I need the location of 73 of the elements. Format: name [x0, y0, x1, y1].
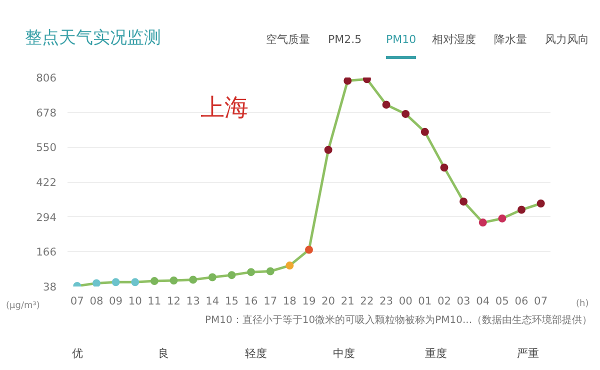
point: [228, 271, 236, 280]
x-tick-label: 16: [244, 294, 258, 308]
text: 上海: [200, 94, 248, 122]
x-tick-label: 12: [166, 294, 181, 308]
x-tick-label: 14: [206, 294, 220, 308]
x-tick-label: 20: [322, 294, 336, 308]
y-tick-label: 806: [36, 72, 57, 84]
x-tick-label: 03: [456, 294, 470, 308]
x-tick-label: 15: [224, 294, 239, 308]
point: [208, 273, 216, 282]
text: 相对湿度: [432, 32, 476, 48]
text: 优: [72, 346, 83, 362]
point: [131, 278, 140, 286]
x-tick-label: 08: [90, 294, 104, 308]
x-tick-label: 10: [128, 294, 142, 308]
text: 中度: [333, 346, 355, 362]
point: [247, 268, 256, 276]
text: PM10：直径小于等于10微米的可吸入颗粒物被称为PM10...（数据由生态环境部提供）: [204, 314, 592, 328]
point: [402, 110, 410, 118]
point: [92, 279, 100, 286]
point: [305, 246, 313, 254]
point: [536, 200, 545, 208]
x-tick-label: 22: [360, 294, 374, 308]
text: 降水量: [494, 32, 527, 48]
x-tick-label: 00: [398, 294, 413, 308]
x-tick-label: 06: [514, 294, 529, 308]
point: [324, 146, 332, 154]
point: [150, 277, 158, 286]
text: PM10: [386, 32, 416, 59]
x-tick-label: 21: [340, 294, 354, 308]
y-tick-label: 422: [36, 176, 57, 189]
point: [478, 218, 487, 227]
y-tick-label: 550: [36, 141, 57, 154]
point: [189, 276, 198, 284]
x-axis-title: (h): [576, 298, 589, 311]
x-tick-label: 01: [418, 294, 432, 308]
x-tick-label: 19: [302, 294, 316, 308]
text: PM2.5: [328, 32, 362, 48]
x-tick-label: 13: [186, 294, 200, 308]
x-tick-label: 11: [148, 294, 162, 308]
point: [420, 128, 429, 136]
x-tick-label: 02: [437, 294, 452, 308]
text: 空气质量: [266, 32, 310, 48]
text: 轻度: [245, 346, 267, 362]
point: [460, 198, 468, 206]
y-axis-title: (μg/m³): [6, 300, 40, 313]
point: [498, 214, 506, 222]
y-tick-label: 294: [36, 210, 57, 224]
x-tick-label: 18: [282, 294, 297, 308]
point: [170, 276, 178, 285]
point: [266, 267, 274, 276]
point: [286, 262, 294, 270]
point: [382, 100, 390, 109]
point: [112, 278, 120, 286]
text: 风力风向: [545, 32, 589, 48]
y-tick-label: 38: [42, 280, 57, 294]
y-tick-label: 166: [36, 246, 57, 259]
x-tick-label: 17: [264, 294, 278, 308]
x-tick-label: 07: [70, 294, 84, 308]
text: 良: [158, 346, 169, 362]
text: 重度: [425, 346, 447, 362]
y-tick-label: 678: [36, 106, 57, 120]
x-tick-label: 04: [476, 294, 490, 308]
point: [344, 78, 352, 85]
point: [518, 206, 526, 214]
point: [362, 78, 371, 84]
text: 严重: [517, 346, 539, 362]
x-tick-label: 07: [534, 294, 548, 308]
x-tick-label: 09: [109, 294, 123, 308]
chart-title: 整点天气实况监测: [25, 27, 161, 50]
x-tick-label: 23: [380, 294, 394, 308]
x-tick-label: 05: [495, 294, 509, 308]
point: [440, 164, 448, 172]
